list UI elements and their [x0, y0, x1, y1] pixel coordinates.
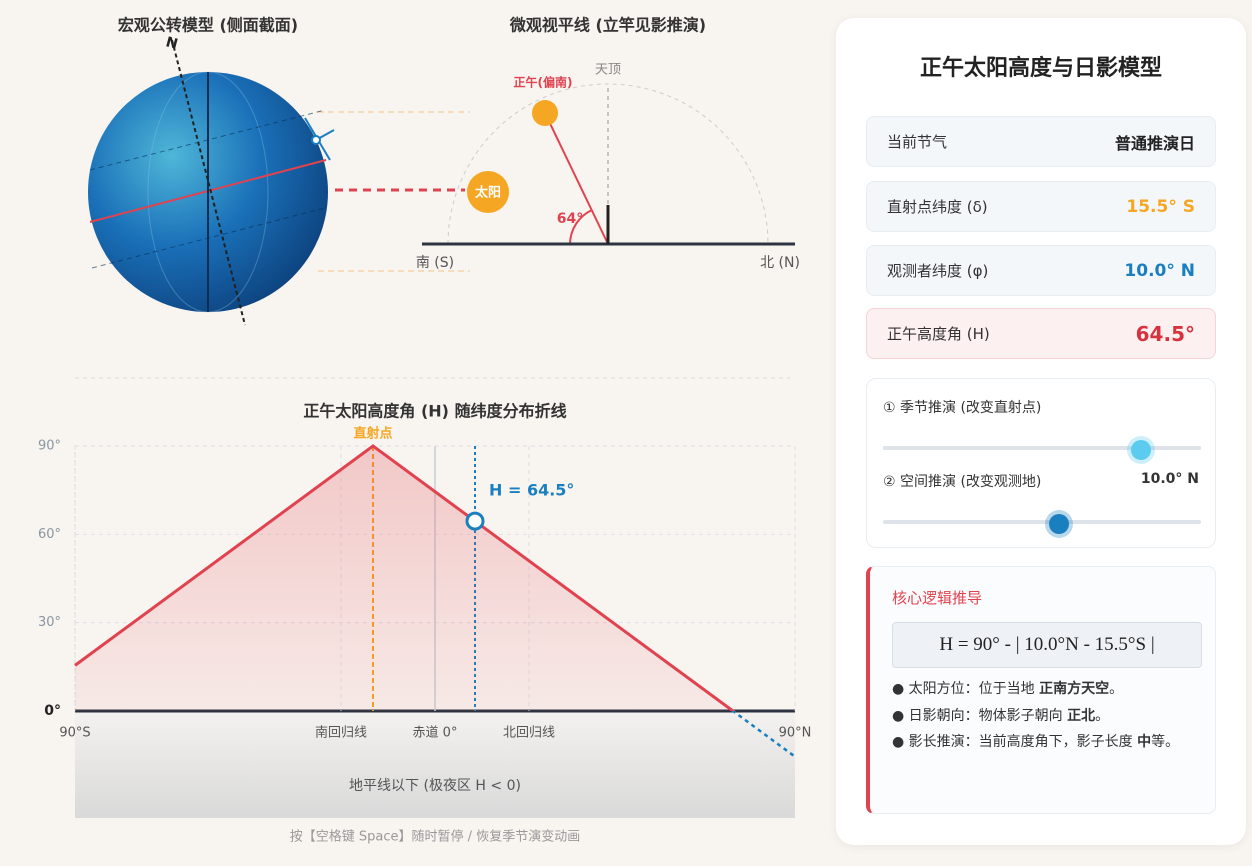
bullet-text: 等。 — [1151, 734, 1180, 750]
controls: ① 季节推演 (改变直射点) ② 空间推演 (改变观测地) 10.0° N — [866, 378, 1216, 548]
row-value: 15.5° S — [1126, 196, 1195, 217]
below-label: 地平线以下 (极夜区 H < 0) — [349, 778, 521, 794]
area-fill — [75, 446, 795, 711]
y-tick-label: 0° — [44, 703, 61, 719]
info-row: 当前节气 普通推演日 — [866, 116, 1216, 167]
chart-title: 正午太阳高度角 (H) 随纬度分布折线 — [303, 402, 566, 421]
footer-hint: 按【空格键 Space】随时暂停 / 恢复季节演变动画 — [290, 829, 580, 845]
x-tick-label: 南回归线 — [315, 725, 367, 741]
season-slider[interactable] — [883, 440, 1201, 460]
bullet-strong: 中 — [1137, 734, 1152, 750]
north-label: 北 (N) — [760, 255, 800, 271]
bullet-strong: 正北 — [1067, 708, 1096, 724]
x-tick-label: 北回归线 — [503, 726, 555, 741]
bullet-text: 。 — [1109, 681, 1124, 697]
north-label: N — [164, 34, 179, 52]
bullet: ● 影长推演：当前高度角下，影子长度 中等。 — [892, 729, 1192, 755]
micro-title: 微观视平线 (立竿见影推演) — [509, 16, 706, 35]
x-tick-label: 90°N — [779, 726, 812, 741]
formula: H = 90° - | 10.0°N - 15.5°S | — [892, 622, 1202, 668]
y-tick-label: 60° — [38, 527, 61, 542]
south-label: 南 (S) — [416, 255, 454, 271]
bullet: ● 太阳方位：位于当地 正南方天空。 — [892, 676, 1192, 702]
row-label: 当前节气 — [887, 133, 948, 151]
space-value: 10.0° N — [1140, 471, 1199, 487]
slider-knob[interactable] — [1131, 440, 1151, 460]
sun-ray — [544, 112, 609, 245]
row-label: 观测者纬度 (φ) — [887, 262, 989, 280]
season-label: ① 季节推演 (改变直射点) — [883, 400, 1042, 416]
panel-title: 正午太阳高度与日影模型 — [919, 56, 1162, 81]
row-value: 64.5° — [1135, 321, 1195, 346]
bullet-text: ● 影长推演：当前高度角下，影子长度 — [892, 734, 1138, 750]
logic-title: 核心逻辑推导 — [892, 589, 983, 607]
bullet-text: ● 太阳方位：位于当地 — [892, 681, 1040, 697]
zenith-label: 天顶 — [595, 63, 621, 78]
below-horizon — [75, 711, 795, 818]
sky-dome — [447, 83, 769, 245]
bullet: ● 日影朝向：物体影子朝向 正北。 — [892, 703, 1192, 729]
angle-arc — [569, 209, 593, 245]
y-tick-label: 90° — [38, 439, 61, 454]
earth-axis — [171, 39, 246, 326]
row-value: 普通推演日 — [1114, 133, 1195, 153]
slider-knob[interactable] — [1049, 514, 1069, 534]
info-row: 直射点纬度 (δ) 15.5° S — [866, 181, 1216, 232]
x-tick-label: 赤道 0° — [413, 726, 458, 741]
info-row: 正午高度角 (H) 64.5° — [866, 308, 1216, 359]
observer-point — [465, 511, 485, 531]
observer-label: H = 64.5° — [489, 481, 574, 500]
y-tick-label: 30° — [38, 615, 61, 630]
logic-box: 核心逻辑推导 H = 90° - | 10.0°N - 15.5°S | ● 太… — [866, 566, 1216, 814]
x-tick-label: 90°S — [59, 726, 90, 741]
plot: 0° 30° 60° 90° 90°S 南回归线 赤道 0° 北回归线 90°N 直射点 H = 6… — [38, 426, 812, 758]
sun-label: 太阳 — [474, 185, 501, 201]
row-label: 直射点纬度 (δ) — [887, 198, 988, 216]
noon-sun — [532, 100, 558, 126]
observer — [311, 135, 321, 145]
row-label: 正午高度角 (H) — [887, 325, 990, 343]
macro-title: 宏观公转模型 (侧面截面) — [118, 16, 298, 35]
bullet-text: ● 日影朝向：物体影子朝向 — [892, 708, 1068, 724]
row-value: 10.0° N — [1124, 260, 1195, 281]
bullet-strong: 正南方天空 — [1039, 681, 1110, 697]
angle-label: 64° — [557, 211, 583, 227]
noon-label: 正午(偏南) — [514, 75, 573, 90]
panel: 正午太阳高度与日影模型 当前节气 普通推演日 直射点纬度 (δ) 15.5° S 观… — [836, 18, 1246, 845]
sun — [467, 171, 509, 213]
subsolar-label: 直射点 — [353, 426, 392, 442]
bullet-text: 。 — [1095, 708, 1110, 724]
h-line — [74, 444, 736, 711]
space-label: ② 空间推演 (改变观测地) — [883, 474, 1042, 490]
left-canvas: 宏观公转模型 (侧面截面) N 太阳 微观视平线 (立竿见影推演) 天顶 64°… — [38, 16, 812, 845]
space-slider[interactable] — [883, 514, 1201, 534]
info-row: 观测者纬度 (φ) 10.0° N — [866, 245, 1216, 296]
